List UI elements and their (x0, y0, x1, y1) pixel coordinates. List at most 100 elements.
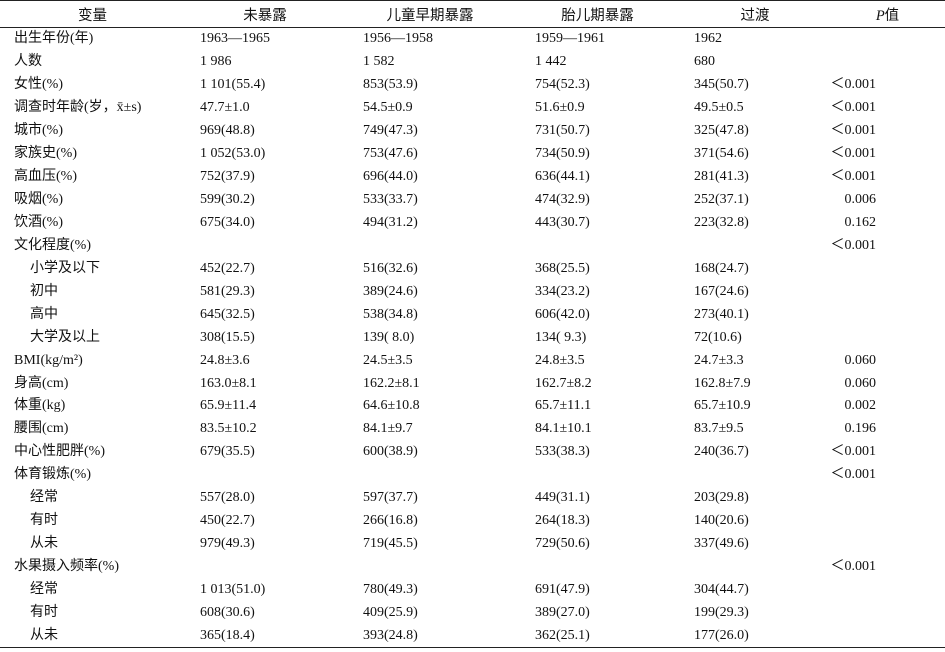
cell-p-value: 0.162 (844, 214, 877, 230)
cell-p-value (830, 257, 945, 280)
cell-unexposed: 47.7±1.0 (200, 100, 250, 116)
row-label: 身高(cm) (14, 375, 69, 391)
cell-p-value (830, 579, 945, 602)
row-label: 人数 (14, 54, 42, 70)
table-row: 有时 608(30.6) 409(25.9) 389(27.0) 199(29.3) (0, 601, 945, 624)
table-row: 文化程度(%) ＜0.001 (0, 234, 945, 257)
table-row: 体育锻炼(%) ＜0.001 (0, 464, 945, 487)
cell-fetal: 691(47.9) (535, 581, 590, 597)
cell-unexposed: 581(29.3) (200, 283, 255, 299)
cell-early-childhood: 393(24.8) (345, 624, 515, 649)
cell-transition: 49.5±0.5 (694, 100, 744, 116)
row-label: 初中 (30, 283, 58, 299)
cell-fetal: 24.8±3.5 (535, 352, 585, 368)
cell-unexposed: 979(49.3) (200, 536, 255, 552)
row-label: 出生年份(年) (14, 31, 94, 47)
header-variable: 变量 (0, 0, 185, 28)
cell-fetal: 754(52.3) (535, 77, 590, 93)
cell-p-value (830, 303, 945, 326)
cell-transition: 65.7±10.9 (694, 398, 751, 414)
cell-p-value: 0.060 (844, 352, 877, 368)
cell-fetal: 84.1±10.1 (535, 421, 592, 437)
table-row: 身高(cm) 163.0±8.1 162.2±8.1 162.7±8.2 162.8±7… (0, 372, 945, 395)
cell-fetal: 729(50.6) (535, 536, 590, 552)
row-label: 腰围(cm) (14, 421, 69, 437)
cell-p-value (830, 510, 945, 533)
row-label: 家族史(%) (14, 146, 77, 162)
row-label: 从未 (0, 624, 185, 649)
cell-early-childhood: 162.2±8.1 (363, 375, 420, 391)
cell-fetal: 65.7±11.1 (535, 398, 592, 414)
cell-fetal: 606(42.0) (535, 306, 590, 322)
cell-transition: 371(54.6) (694, 146, 749, 162)
cell-unexposed: 1963—1965 (200, 31, 270, 47)
cell-transition: 140(20.6) (694, 513, 749, 529)
cell-early-childhood: 84.1±9.7 (363, 421, 413, 437)
cell-early-childhood: 494(31.2) (363, 214, 418, 230)
row-label: 经常 (30, 581, 58, 597)
cell-p-value (830, 533, 945, 556)
table-row: BMI(kg/m²) 24.8±3.6 24.5±3.5 24.8±3.5 24.7±3… (0, 349, 945, 372)
cell-p-value: ＜0.001 (830, 169, 877, 185)
cell-transition: 203(29.8) (694, 490, 749, 506)
cell-fetal: 636(44.1) (535, 169, 590, 185)
cell-early-childhood: 753(47.6) (363, 146, 418, 162)
table-row: 经常 1 013(51.0) 780(49.3) 691(47.9) 304(44.7) (0, 579, 945, 602)
cell-fetal: 449(31.1) (535, 490, 590, 506)
cell-transition: 167(24.6) (694, 283, 749, 299)
cell-unexposed: 450(22.7) (200, 513, 255, 529)
header-unexposed: 未暴露 (185, 0, 345, 28)
cell-fetal: 533(38.3) (535, 444, 590, 460)
cell-p-value: ＜0.001 (830, 444, 877, 460)
row-label: 文化程度(%) (14, 237, 91, 253)
table-row: 女性(%) 1 101(55.4) 853(53.9) 754(52.3) 345(50… (0, 74, 945, 97)
cell-fetal: 368(25.5) (535, 260, 590, 276)
cell-unexposed: 24.8±3.6 (200, 352, 250, 368)
cell-p-value: ＜0.001 (830, 559, 877, 575)
cell-unexposed: 452(22.7) (200, 260, 255, 276)
cell-transition: 345(50.7) (694, 77, 749, 93)
cell-early-childhood: 749(47.3) (363, 123, 418, 139)
cell-unexposed (185, 556, 345, 579)
cell-transition: 83.7±9.5 (694, 421, 744, 437)
cell-transition: 1962 (694, 31, 722, 47)
cell-transition: 177(26.0) (680, 624, 830, 649)
cell-transition (680, 234, 830, 257)
cell-fetal (515, 234, 680, 257)
cell-unexposed: 599(30.2) (200, 192, 255, 208)
cell-early-childhood: 597(37.7) (363, 490, 418, 506)
table-row: 中心性肥胖(%) 679(35.5) 600(38.9) 533(38.3) 240(3… (0, 441, 945, 464)
cell-transition: 325(47.8) (694, 123, 749, 139)
cell-early-childhood: 1956—1958 (363, 31, 433, 47)
row-label: 女性(%) (14, 77, 63, 93)
table-row: 吸烟(%) 599(30.2) 533(33.7) 474(32.9) 252(37.1… (0, 189, 945, 212)
table-row: 从未 979(49.3) 719(45.5) 729(50.6) 337(49.6) (0, 533, 945, 556)
cell-p-value: ＜0.001 (830, 123, 877, 139)
row-label: 饮酒(%) (14, 214, 63, 230)
cell-early-childhood: 64.6±10.8 (363, 398, 420, 414)
cell-p-value (830, 28, 945, 51)
cell-unexposed: 608(30.6) (200, 604, 255, 620)
cell-transition: 252(37.1) (694, 192, 749, 208)
cell-transition: 72(10.6) (694, 329, 742, 345)
cell-unexposed: 752(37.9) (200, 169, 255, 185)
cell-early-childhood: 139( 8.0) (363, 329, 415, 345)
cell-early-childhood: 54.5±0.9 (363, 100, 413, 116)
cell-fetal: 51.6±0.9 (535, 100, 585, 116)
row-label: 吸烟(%) (14, 192, 63, 208)
cell-unexposed: 308(15.5) (200, 329, 255, 345)
cell-fetal: 134( 9.3) (535, 329, 587, 345)
cell-p-value (830, 326, 945, 349)
cell-early-childhood: 24.5±3.5 (363, 352, 413, 368)
table-header: 变量 未暴露 儿童早期暴露 胎儿期暴露 过渡 P值 (0, 0, 945, 28)
table-row: 初中 581(29.3) 389(24.6) 334(23.2) 167(24.6) (0, 280, 945, 303)
cell-transition: 680 (694, 54, 715, 70)
cell-p-value (830, 601, 945, 624)
cell-early-childhood (345, 234, 515, 257)
cell-fetal: 334(23.2) (535, 283, 590, 299)
cell-unexposed: 365(18.4) (185, 624, 345, 649)
cell-transition: 199(29.3) (694, 604, 749, 620)
table-row: 饮酒(%) 675(34.0) 494(31.2) 443(30.7) 223(32.8… (0, 212, 945, 235)
cell-p-value: ＜0.001 (830, 77, 877, 93)
cell-p-value: ＜0.001 (830, 146, 877, 162)
